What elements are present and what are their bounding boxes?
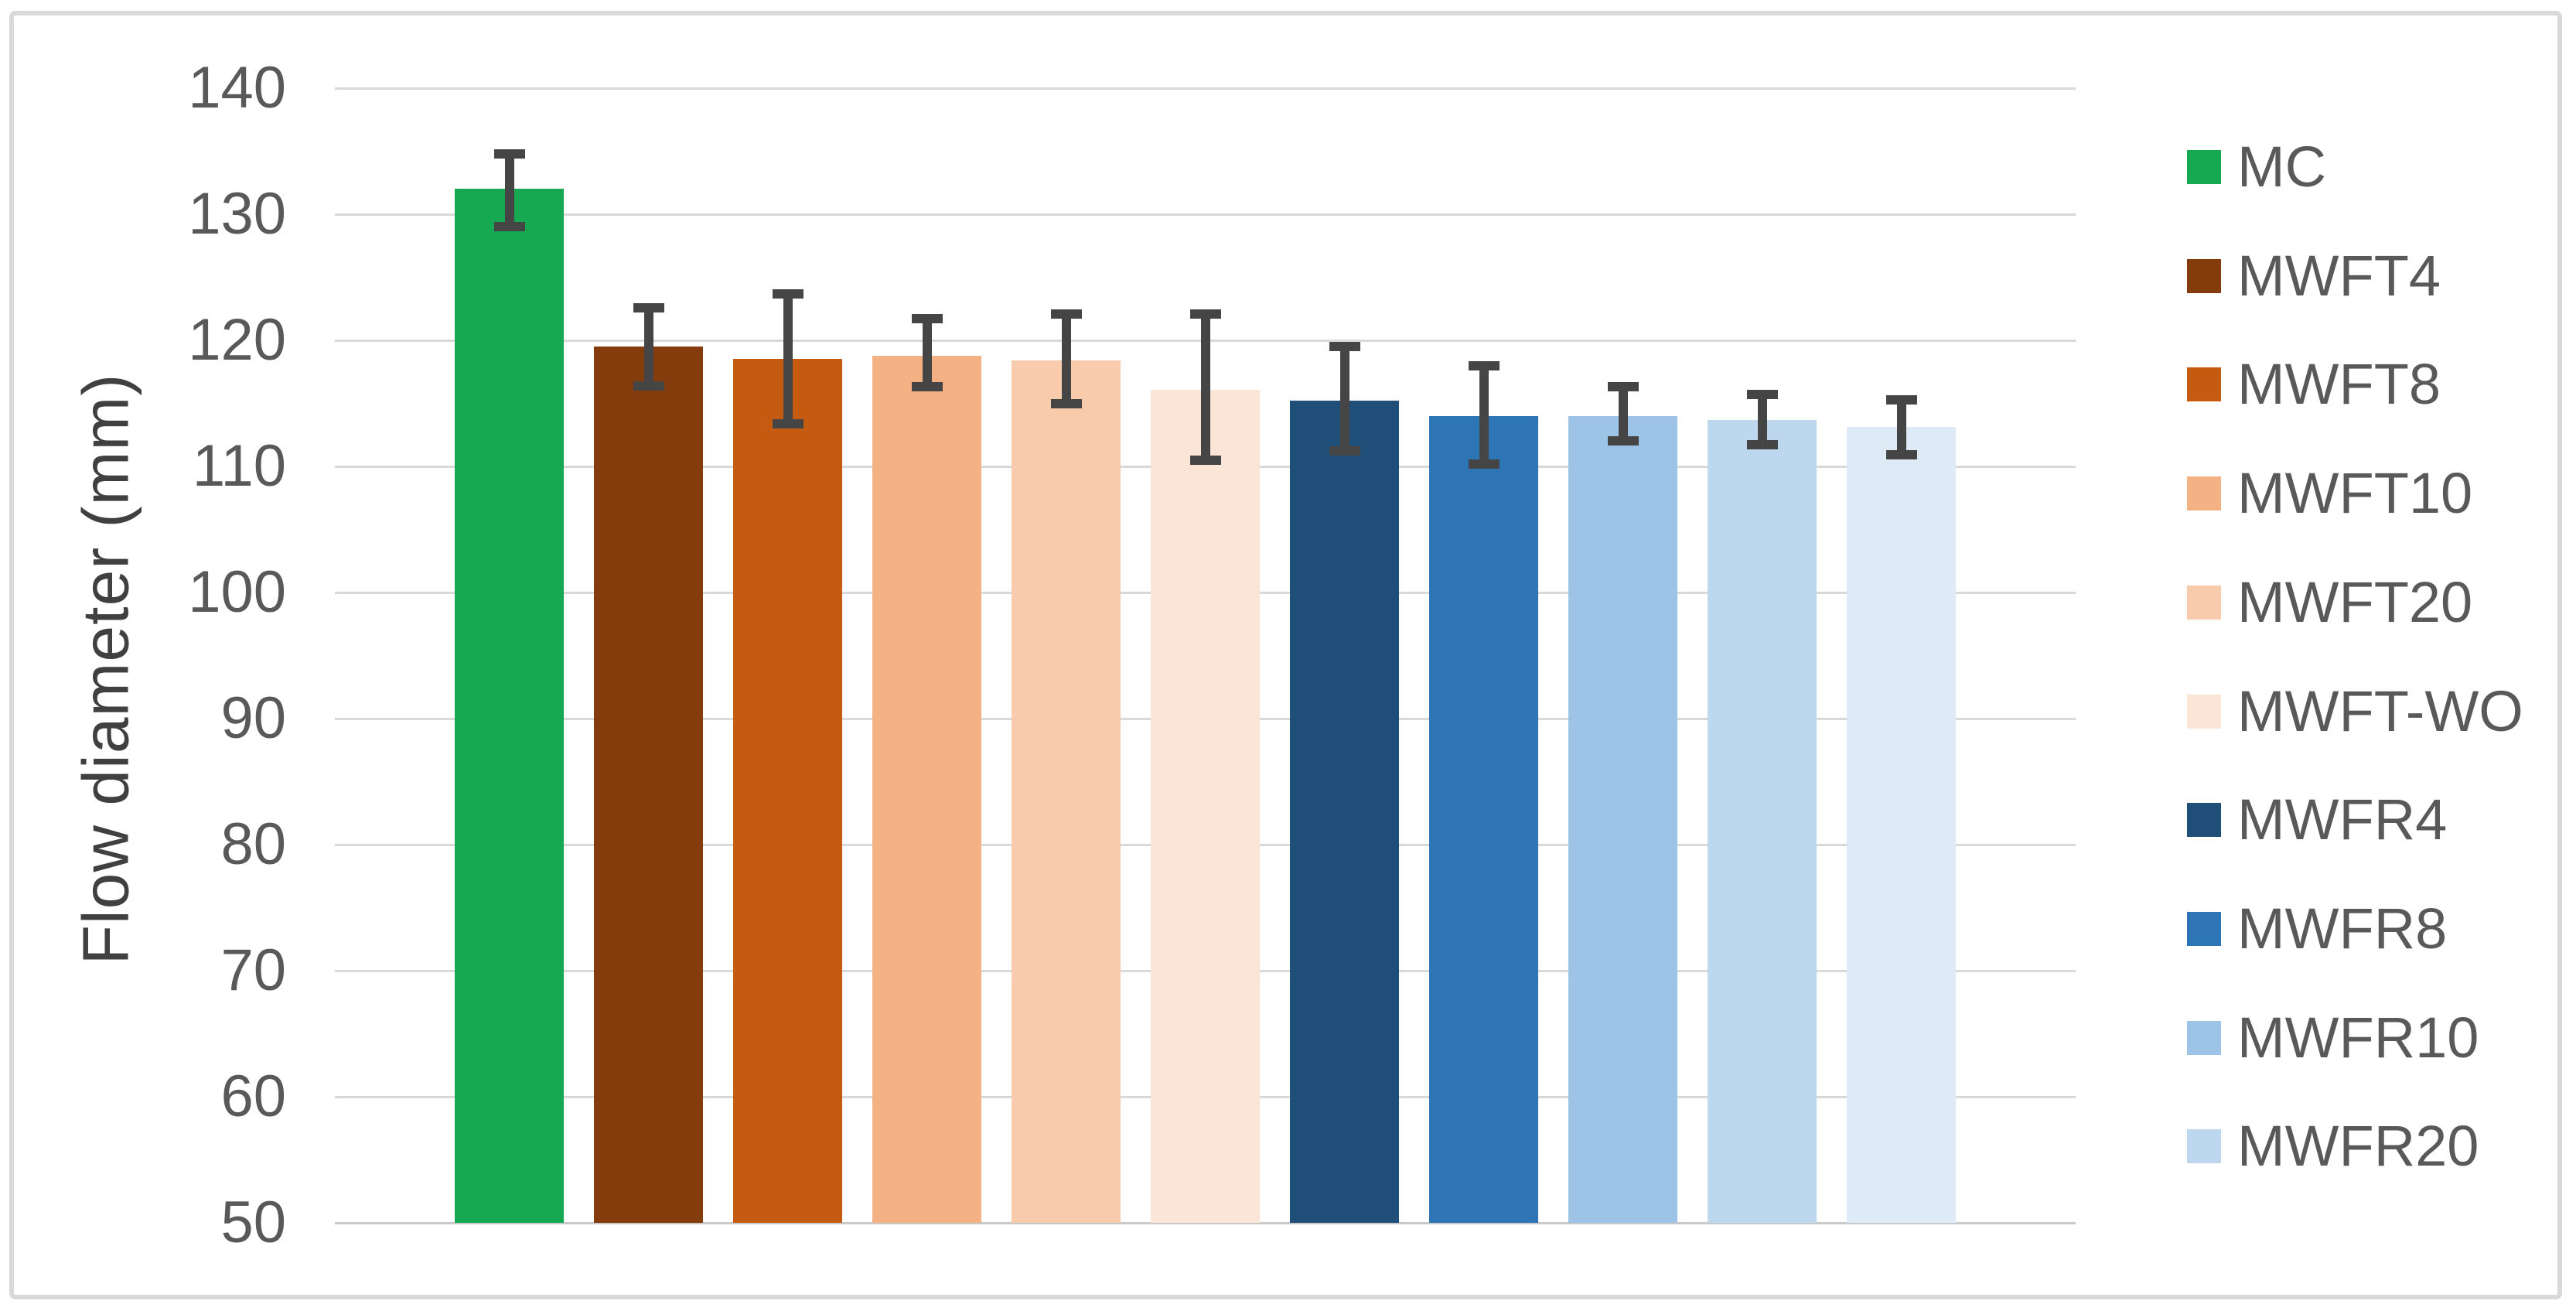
chart-border xyxy=(9,11,2562,1299)
legend-label-MWFR20: MWFR20 xyxy=(2237,1114,2479,1179)
legend-swatch-MWFT-WO xyxy=(2187,694,2221,729)
bar-MWFT-WO xyxy=(1151,389,1260,1223)
y-tick-80: 80 xyxy=(220,811,286,877)
error-whisker-MWFR8 xyxy=(1479,365,1489,464)
error-cap-top-MWFT-WO xyxy=(1189,309,1221,319)
bar-bar-11 xyxy=(1847,427,1956,1223)
bar-MC xyxy=(455,189,564,1223)
legend-swatch-MWFR4 xyxy=(2187,803,2221,838)
bar-MWFR10 xyxy=(1568,415,1677,1223)
legend-label-MWFR8: MWFR8 xyxy=(2237,896,2448,961)
y-tick-130: 130 xyxy=(188,181,286,247)
error-cap-bottom-MWFR4 xyxy=(1329,446,1360,456)
error-cap-bottom-MWFT10 xyxy=(911,382,943,392)
error-whisker-MWFR20 xyxy=(1757,394,1767,446)
error-whisker-MC xyxy=(504,153,514,227)
error-cap-bottom-MWFT-WO xyxy=(1189,455,1221,465)
error-cap-top-MC xyxy=(493,149,525,159)
error-cap-top-MWFT10 xyxy=(911,314,943,324)
legend-swatch-MWFT20 xyxy=(2187,585,2221,620)
bar-MWFT20 xyxy=(1012,360,1121,1223)
legend-label-MWFT8: MWFT8 xyxy=(2237,352,2441,417)
legend-swatch-MWFR20 xyxy=(2187,1129,2221,1164)
y-tick-140: 140 xyxy=(188,55,286,121)
y-tick-90: 90 xyxy=(220,685,286,751)
error-cap-top-MWFR20 xyxy=(1746,390,1778,400)
error-cap-top-MWFR4 xyxy=(1329,342,1360,352)
y-tick-110: 110 xyxy=(192,433,286,499)
error-cap-bottom-MWFT20 xyxy=(1050,398,1082,408)
error-whisker-MWFT20 xyxy=(1061,313,1071,404)
error-whisker-bar-11 xyxy=(1896,399,1906,456)
legend-label-MWFR10: MWFR10 xyxy=(2237,1005,2479,1070)
legend-label-MC: MC xyxy=(2237,135,2327,199)
y-tick-100: 100 xyxy=(188,559,286,625)
legend-label-MWFT10: MWFT10 xyxy=(2237,461,2473,526)
y-tick-70: 70 xyxy=(220,937,286,1003)
y-tick-120: 120 xyxy=(188,307,286,373)
gridline-130 xyxy=(335,213,2076,216)
error-cap-top-bar-11 xyxy=(1885,394,1917,405)
error-cap-top-MWFR8 xyxy=(1468,360,1500,370)
bar-MWFT10 xyxy=(872,355,981,1223)
legend-label-MWFT4: MWFT4 xyxy=(2237,243,2441,308)
gridline-140 xyxy=(335,87,2076,90)
error-cap-bottom-MWFR10 xyxy=(1607,436,1639,446)
bar-MWFT4 xyxy=(594,347,703,1223)
gridline-50 xyxy=(335,1222,2076,1224)
legend-swatch-MWFR10 xyxy=(2187,1020,2221,1055)
error-whisker-MWFT8 xyxy=(783,293,793,424)
bar-MWFR20 xyxy=(1708,419,1817,1223)
y-tick-60: 60 xyxy=(220,1063,286,1129)
bar-MWFR8 xyxy=(1429,415,1538,1223)
bar-MWFR4 xyxy=(1290,401,1399,1223)
error-cap-top-MWFT4 xyxy=(633,302,664,312)
bar-MWFT8 xyxy=(733,359,842,1223)
legend-label-MWFT20: MWFT20 xyxy=(2237,569,2473,634)
legend-swatch-MC xyxy=(2187,150,2221,184)
error-whisker-MWFT4 xyxy=(643,307,653,386)
error-whisker-MWFR4 xyxy=(1339,347,1349,452)
error-whisker-MWFR10 xyxy=(1618,387,1628,442)
legend-label-MWFT-WO: MWFT-WO xyxy=(2237,678,2523,743)
legend-label-MWFR4: MWFR4 xyxy=(2237,787,2448,852)
y-tick-50: 50 xyxy=(220,1190,286,1255)
error-cap-bottom-MWFR20 xyxy=(1746,440,1778,450)
legend-swatch-MWFT4 xyxy=(2187,258,2221,293)
error-cap-bottom-MWFT8 xyxy=(772,418,804,428)
error-cap-bottom-bar-11 xyxy=(1885,450,1917,460)
error-whisker-MWFT10 xyxy=(922,319,932,387)
error-cap-top-MWFR10 xyxy=(1607,382,1639,392)
error-cap-bottom-MWFT4 xyxy=(633,381,664,391)
error-cap-top-MWFT20 xyxy=(1050,309,1082,319)
error-whisker-MWFT-WO xyxy=(1200,313,1210,460)
legend-swatch-MWFT8 xyxy=(2187,367,2221,402)
error-cap-top-MWFT8 xyxy=(772,288,804,299)
error-cap-bottom-MWFR8 xyxy=(1468,459,1500,469)
legend-swatch-MWFT10 xyxy=(2187,476,2221,511)
error-cap-bottom-MC xyxy=(493,222,525,232)
legend-swatch-MWFR8 xyxy=(2187,911,2221,946)
